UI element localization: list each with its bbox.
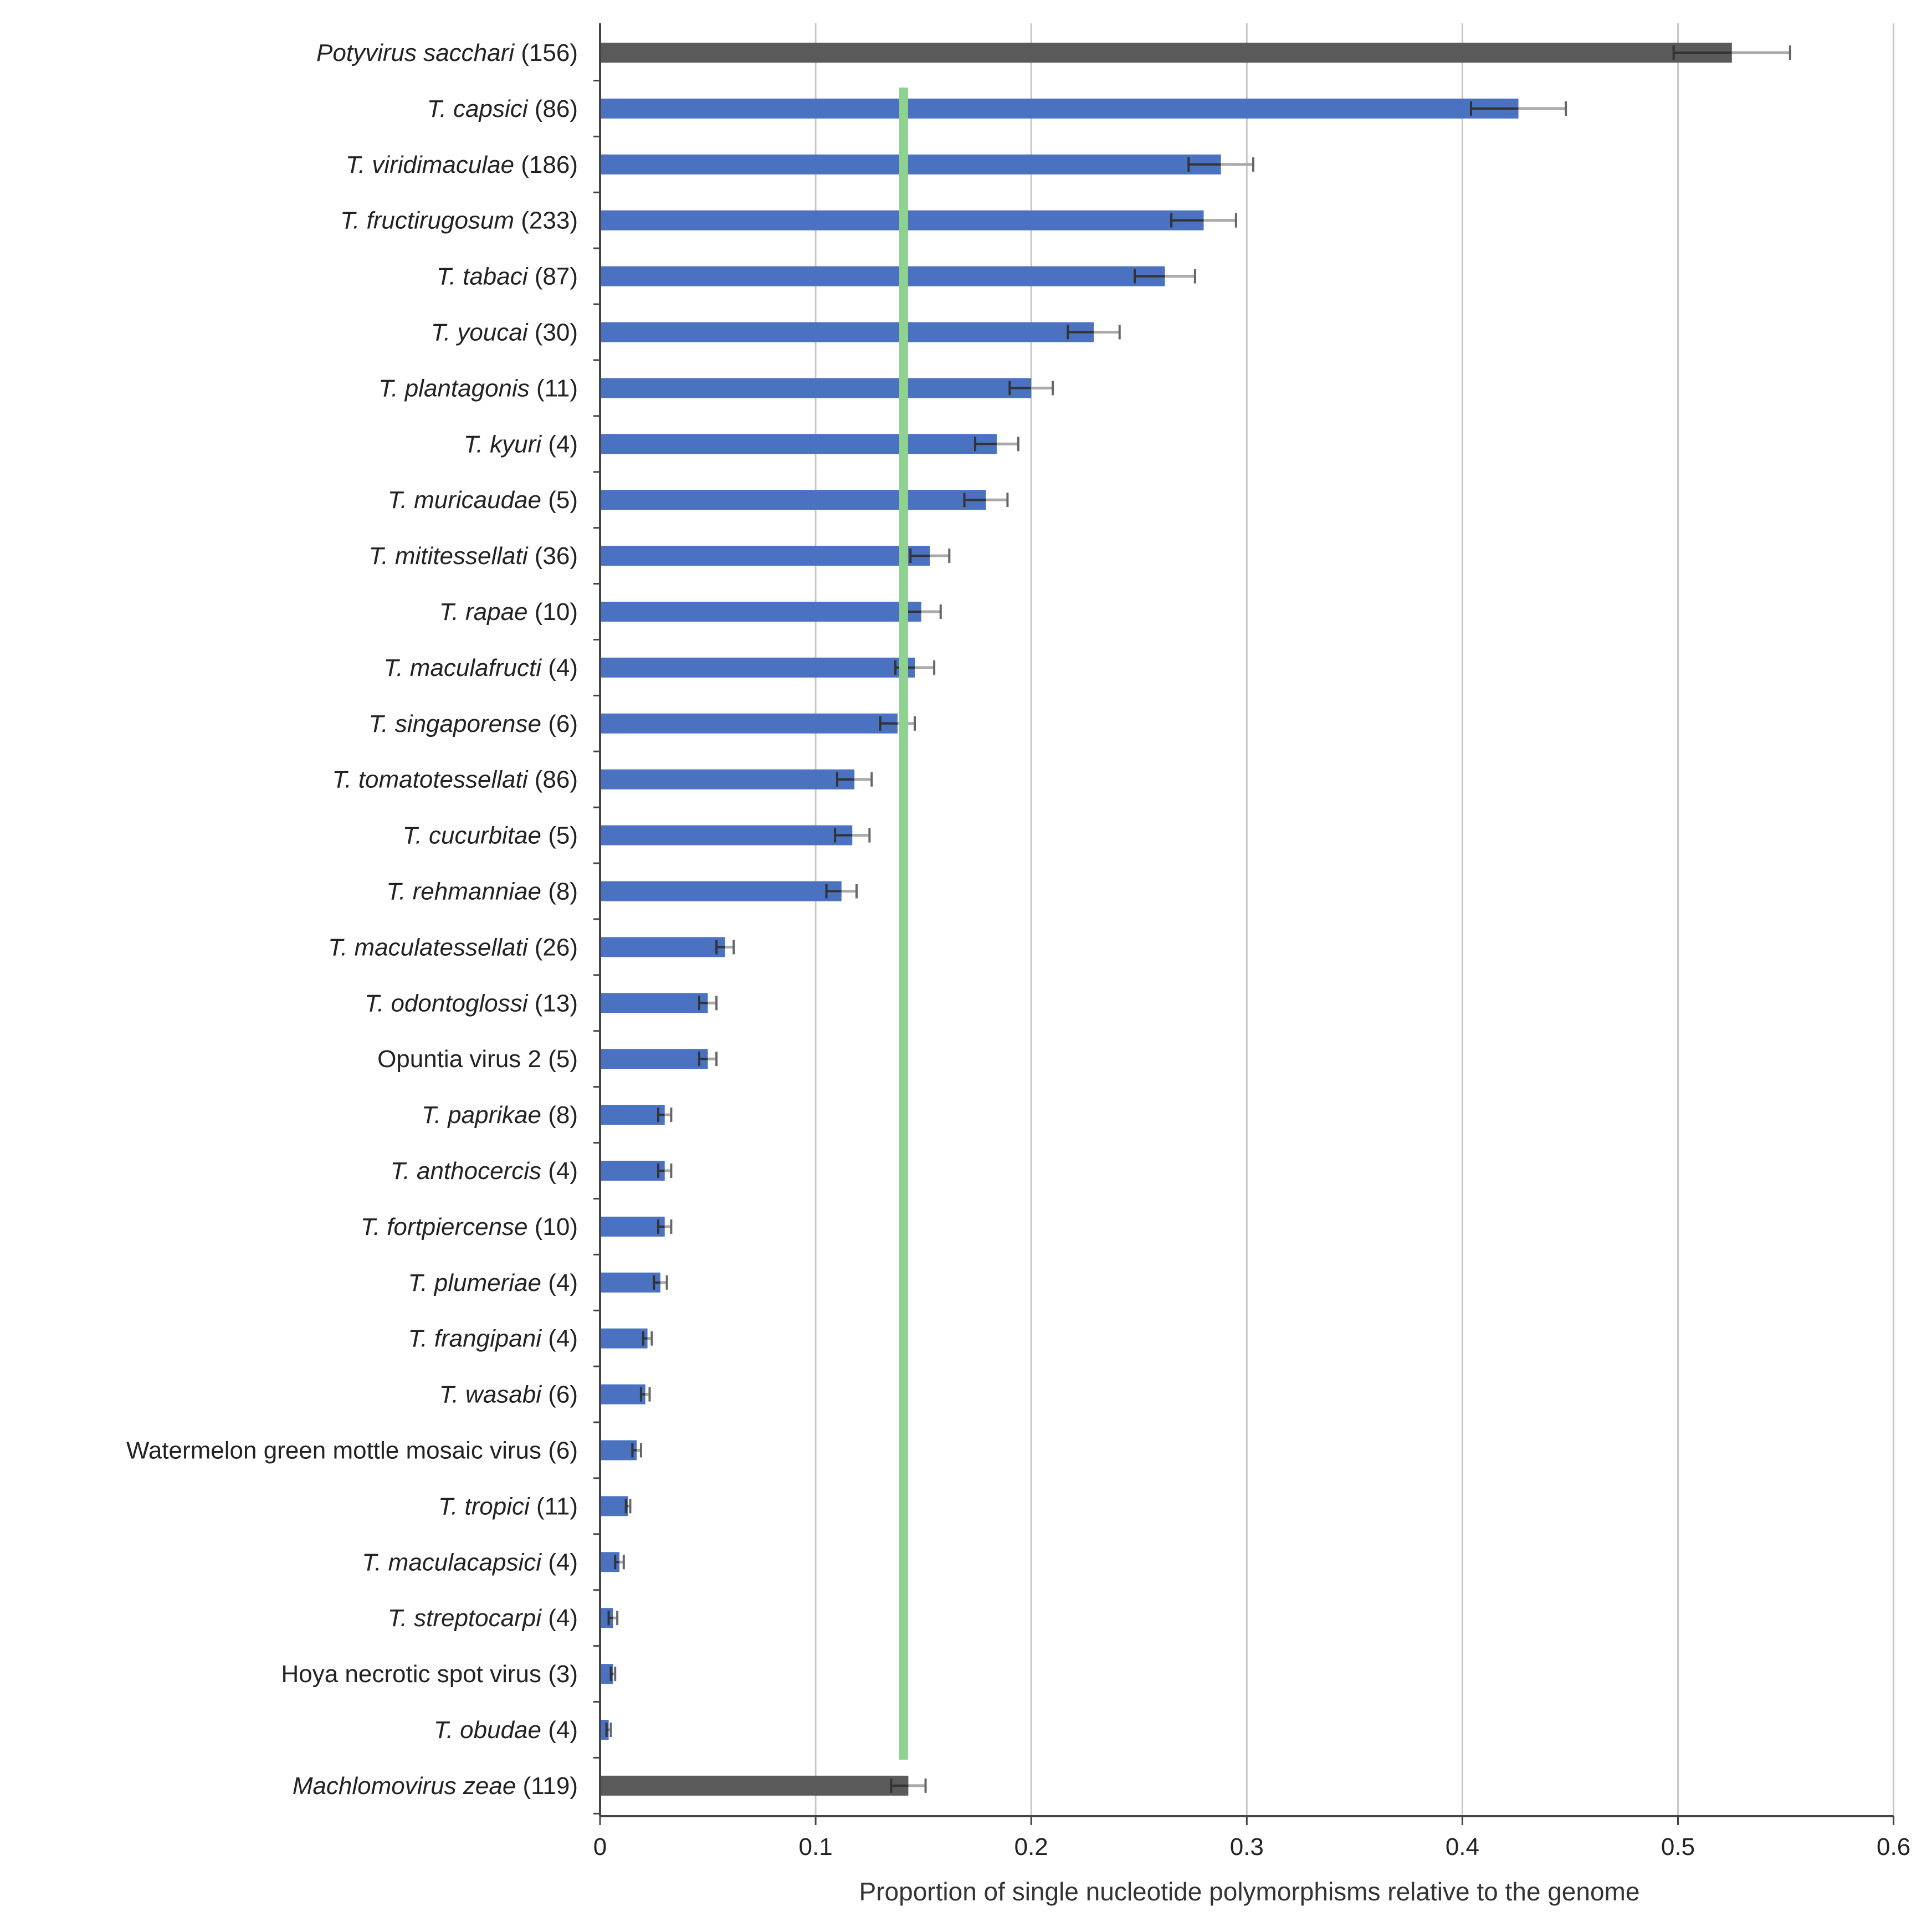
- category-label: T. cucurbitae (5): [403, 822, 578, 849]
- x-tick-label: 0.4: [1446, 1833, 1479, 1861]
- bar: [600, 1161, 665, 1181]
- category-label: T. maculatessellati (26): [328, 934, 578, 961]
- x-tick-label: 0.2: [1014, 1833, 1048, 1861]
- bar: [600, 490, 986, 510]
- bar: [600, 1440, 637, 1460]
- category-label: T. plantagonis (11): [378, 375, 578, 402]
- bar: [600, 1272, 660, 1293]
- category-label: T. fortpiercense (10): [361, 1213, 578, 1241]
- bar: [600, 993, 708, 1013]
- category-label: T. rehmanniae (8): [386, 878, 578, 905]
- category-label: Machlomovirus zeae (119): [293, 1772, 578, 1800]
- category-label: T. youcai (30): [431, 319, 578, 346]
- bar: [600, 602, 921, 622]
- category-label: T. frangipani (4): [408, 1325, 578, 1352]
- x-tick-label: 0.6: [1877, 1833, 1910, 1861]
- x-axis-title: Proportion of single nucleotide polymorp…: [859, 1877, 1640, 1906]
- category-label: T. plumeriae (4): [408, 1269, 578, 1296]
- bar: [600, 1105, 665, 1125]
- bar: [600, 1216, 665, 1237]
- x-tick-label: 0.3: [1230, 1833, 1264, 1861]
- category-label: Opuntia virus 2 (5): [377, 1045, 578, 1073]
- category-label: T. kyuri (4): [464, 430, 578, 458]
- category-label: T. singaporense (6): [369, 710, 578, 737]
- bar: [600, 1384, 645, 1405]
- category-label: T. mititessellati (36): [369, 542, 578, 570]
- reference-line: [899, 88, 908, 1760]
- bar: [600, 657, 915, 678]
- category-label: T. obudae (4): [434, 1716, 578, 1744]
- bars: [600, 43, 1791, 1796]
- x-tick-label: 0: [593, 1833, 607, 1861]
- bar: [600, 881, 842, 901]
- bar: [600, 322, 1094, 342]
- bar: [600, 769, 855, 790]
- category-label: T. tropici (11): [438, 1493, 578, 1520]
- bar: [600, 1049, 708, 1069]
- x-tick-label: 0.5: [1661, 1833, 1695, 1861]
- category-label: T. viridimaculae (186): [346, 151, 578, 178]
- bar: [600, 266, 1165, 286]
- category-label: T. paprikae (8): [422, 1101, 578, 1129]
- category-label: T. odontoglossi (13): [365, 990, 578, 1017]
- bar: [600, 1328, 648, 1349]
- bar: [600, 98, 1519, 119]
- bar: [600, 825, 853, 845]
- bar: [600, 1775, 909, 1796]
- bar: [600, 546, 930, 566]
- axes: [593, 23, 1895, 1825]
- category-label: Watermelon green mottle mosaic virus (6): [126, 1437, 578, 1464]
- category-label: T. wasabi (6): [439, 1381, 578, 1408]
- category-label: T. streptocarpi (4): [388, 1605, 578, 1632]
- grid-lines: [814, 23, 1895, 1816]
- bar: [600, 378, 1032, 398]
- bar: [600, 43, 1732, 63]
- bar: [600, 713, 898, 734]
- reference-line-mark: [899, 88, 908, 1760]
- category-label: T. muricaudae (5): [388, 486, 578, 514]
- category-label: Potyvirus sacchari (156): [316, 39, 578, 66]
- category-label: Hoya necrotic spot virus (3): [281, 1660, 578, 1688]
- category-label: T. tabaci (87): [437, 263, 578, 290]
- bar: [600, 1496, 628, 1516]
- bar: [600, 154, 1221, 175]
- bar: [600, 937, 725, 957]
- bar: [600, 434, 997, 454]
- category-label: T. rapae (10): [439, 598, 578, 626]
- category-label: T. anthocercis (4): [391, 1157, 578, 1185]
- category-label: T. tomatotessellati (86): [332, 766, 578, 793]
- category-label: T. maculafructi (4): [384, 654, 578, 681]
- x-tick-labels: 0 0.1 0.2 0.3 0.4 0.5 0.6: [593, 1833, 1910, 1861]
- category-label: T. capsici (86): [427, 95, 578, 122]
- category-label: T. maculacapsici (4): [362, 1549, 578, 1576]
- category-labels: Potyvirus sacchari (156) T. capsici (86) T…: [126, 39, 578, 1800]
- x-tick-label: 0.1: [799, 1833, 833, 1861]
- category-label: T. fructirugosum (233): [340, 207, 578, 234]
